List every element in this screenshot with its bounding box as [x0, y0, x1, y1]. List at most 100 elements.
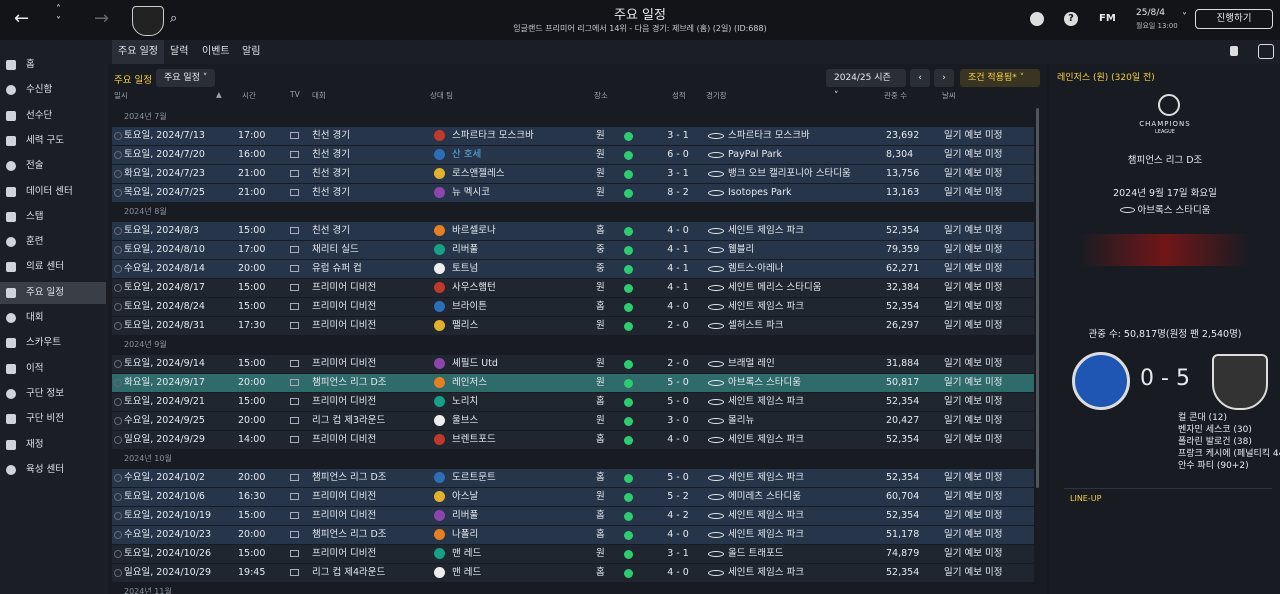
fixture-row[interactable]: 일요일, 2024/9/29 14:00 프리미어 디비전 브렌트포드 홈 4 - 0 세인… — [112, 431, 1034, 449]
nav-item[interactable]: 홈 — [0, 54, 106, 76]
next-button[interactable]: › — [934, 69, 954, 87]
back-arrow[interactable]: ← — [14, 8, 30, 29]
time: 16:30 — [238, 491, 266, 502]
venue: 원 — [596, 130, 605, 141]
tab[interactable]: 주요 일정 — [112, 40, 164, 64]
form-dot — [624, 170, 633, 179]
tab[interactable]: 알림 — [242, 46, 261, 57]
brand[interactable]: FM — [1099, 13, 1116, 24]
venue: 원 — [596, 548, 605, 559]
stadium: 세인트 제임스 파크 — [728, 301, 804, 312]
fixture-row[interactable]: 목요일, 2024/7/25 21:00 친선 경기 뉴 멕시코 원 8 - 2 Isoto… — [112, 184, 1034, 202]
nav-item[interactable]: 스탭 — [0, 206, 106, 228]
tv-icon — [290, 360, 299, 367]
fixture-row[interactable]: 수요일, 2024/10/23 20:00 챔피언스 리그 D조 나폴리 홈 4 - 0 세… — [112, 526, 1034, 544]
nav-item[interactable]: 구단 정보 — [0, 383, 106, 405]
tv-icon — [290, 132, 299, 139]
stadium: 에미레츠 스타디움 — [728, 491, 801, 502]
date: 화요일, 2024/7/23 — [124, 168, 205, 179]
time: 20:00 — [238, 263, 266, 274]
up-down[interactable]: ˄ ˅ — [56, 4, 61, 27]
nav-item[interactable]: 육성 센터 — [0, 459, 106, 481]
globe-icon[interactable] — [1030, 12, 1044, 26]
column-title[interactable]: 날씨 — [942, 91, 956, 100]
nav-label: 훈련 — [26, 236, 44, 248]
column-title[interactable]: 관중 수 — [884, 91, 908, 100]
venue: 원 — [596, 377, 605, 388]
fixture-row[interactable]: 토요일, 2024/8/17 15:00 프리미어 디비전 사우스햄턴 원 4 - 1 세인… — [112, 279, 1034, 297]
layout-icon[interactable] — [1258, 44, 1274, 59]
lock-icon[interactable] — [1230, 46, 1238, 56]
team-crest — [434, 244, 445, 255]
venue: 홈 — [596, 567, 605, 578]
fixture-row[interactable]: 토요일, 2024/9/21 15:00 프리미어 디비전 노리치 홈 5 - 0 세인트 … — [112, 393, 1034, 411]
fixture-row[interactable]: 토요일, 2024/9/14 15:00 프리미어 디비전 셰필드 Utd 원 2 - 0… — [112, 355, 1034, 373]
column-title[interactable]: 상대 팀 — [430, 91, 454, 100]
view-dropdown[interactable]: 주요 일정 ˅ — [156, 69, 216, 87]
fixture-row[interactable]: 화요일, 2024/9/17 20:00 챔피언스 리그 D조 레인저스 원 5 - 0 아… — [112, 374, 1034, 392]
team-crest — [434, 529, 445, 540]
nav-item[interactable]: 스카우트 — [0, 332, 106, 354]
attendance: 52,354 — [886, 567, 920, 578]
tv-icon — [290, 303, 299, 310]
nav-item[interactable]: 구단 비전 — [0, 408, 106, 430]
fixture-row[interactable]: 토요일, 2024/8/24 15:00 프리미어 디비전 브라이튼 홈 4 - 0 세인트… — [112, 298, 1034, 316]
continue-button[interactable]: 진행하기 — [1195, 9, 1273, 29]
prev-button[interactable]: ‹ — [910, 69, 930, 87]
column-title[interactable]: 일시 — [114, 91, 128, 100]
highlight-band — [1080, 234, 1250, 266]
column-title[interactable]: 시간 — [242, 91, 256, 100]
fixture-row[interactable]: 토요일, 2024/10/26 15:00 프리미어 디비전 맨 레드 원 3 - 1 올드… — [112, 545, 1034, 563]
search-icon[interactable]: ⌕ — [170, 11, 178, 26]
month-header: 2024년 9월 — [124, 340, 167, 349]
help-icon[interactable]: ? — [1064, 12, 1078, 26]
date: 토요일, 2024/7/20 — [124, 149, 205, 160]
result: 3 - 0 — [667, 415, 689, 426]
date: 토요일, 2024/9/14 — [124, 358, 205, 369]
fixture-row[interactable]: 토요일, 2024/8/3 15:00 친선 경기 바르셀로나 홈 4 - 0 세인트 제임… — [112, 222, 1034, 240]
fixture-row[interactable]: 화요일, 2024/7/23 21:00 친선 경기 로스앤젤레스 원 3 - 1 뱅크 오… — [112, 165, 1034, 183]
fixture-row[interactable]: 토요일, 2024/8/31 17:30 프리미어 디비전 팰리스 원 2 - 0 셀허스트… — [112, 317, 1034, 335]
nav-item[interactable]: 주요 일정 — [0, 281, 106, 304]
nav-item[interactable]: 선수단 — [0, 105, 106, 127]
lineup[interactable]: LINE-UP — [1070, 494, 1102, 503]
column-title[interactable]: 성적 — [672, 91, 686, 100]
fixture-row[interactable]: 토요일, 2024/7/13 17:00 친선 경기 스파르타크 모스크바 원 3 - 1… — [112, 127, 1034, 145]
nav-item[interactable]: 대회 — [0, 307, 106, 329]
attendance: 8,304 — [886, 149, 914, 160]
fixture-row[interactable]: 토요일, 2024/10/19 15:00 프리미어 디비전 리버풀 홈 4 - 2 세인트… — [112, 507, 1034, 525]
club-crest[interactable] — [132, 6, 164, 36]
nav-label: 재정 — [26, 438, 44, 450]
fixture-row[interactable]: 일요일, 2024/10/29 19:45 리그 컵 제4라운드 맨 레드 홈 4 - 0… — [112, 564, 1034, 582]
filter-dropdown[interactable]: 조건 적용됨* ˅ — [960, 69, 1040, 87]
tab[interactable]: 달력 — [170, 46, 189, 57]
row-icon — [114, 151, 122, 159]
fixture-row[interactable]: 수요일, 2024/10/2 20:00 챔피언스 리그 D조 도르트문트 홈 5 - 0… — [112, 469, 1034, 487]
nav-item[interactable]: 수신함 — [0, 79, 106, 101]
fixture-row[interactable]: 수요일, 2024/9/25 20:00 리그 컵 제3라운드 울브스 원 3 - 0 몰리… — [112, 412, 1034, 430]
fixture-row[interactable]: 수요일, 2024/8/14 20:00 유럽 슈퍼 컵 토트넘 중 4 - 1 렘트스·아… — [112, 260, 1034, 278]
row-icon — [114, 132, 122, 140]
season-dropdown[interactable]: 2024/25 시즌 ˅ — [826, 69, 906, 101]
stadium: 세인트 제임스 파크 — [728, 567, 804, 578]
nav-item[interactable]: 세력 구도 — [0, 130, 106, 152]
column-title[interactable]: 장소 — [594, 91, 608, 100]
nav-item[interactable]: 전술 — [0, 155, 106, 177]
nav-item[interactable]: 재정 — [0, 434, 106, 456]
date-dropdown[interactable]: ˅ — [1182, 12, 1187, 23]
weather: 일기 예보 미정 — [944, 491, 1003, 502]
nav-item[interactable]: 훈련 — [0, 231, 106, 253]
column-title[interactable]: 대회 — [312, 91, 326, 100]
scorer: 폴라린 발로건 (38) — [1178, 437, 1252, 447]
fixture-row[interactable]: 토요일, 2024/7/20 16:00 친선 경기 산 호세 원 6 - 0 PayPal… — [112, 146, 1034, 164]
nav-item[interactable]: 이적 — [0, 358, 106, 380]
fixture-row[interactable]: 토요일, 2024/10/6 16:30 프리미어 디비전 아스날 원 5 - 2 에미레츠… — [112, 488, 1034, 506]
scrollbar[interactable] — [1036, 108, 1039, 488]
column-title[interactable]: TV — [290, 90, 300, 99]
column-title[interactable]: 경기장 — [706, 91, 727, 100]
nav-item[interactable]: 데이터 센터 — [0, 181, 106, 203]
fixture-row[interactable]: 토요일, 2024/8/10 17:00 채리티 실드 리버풀 중 4 - 1 웸블리 79,… — [112, 241, 1034, 259]
forward-arrow[interactable]: → — [94, 8, 110, 29]
nav-item[interactable]: 의료 센터 — [0, 256, 106, 278]
tab[interactable]: 이벤트 — [202, 46, 230, 57]
